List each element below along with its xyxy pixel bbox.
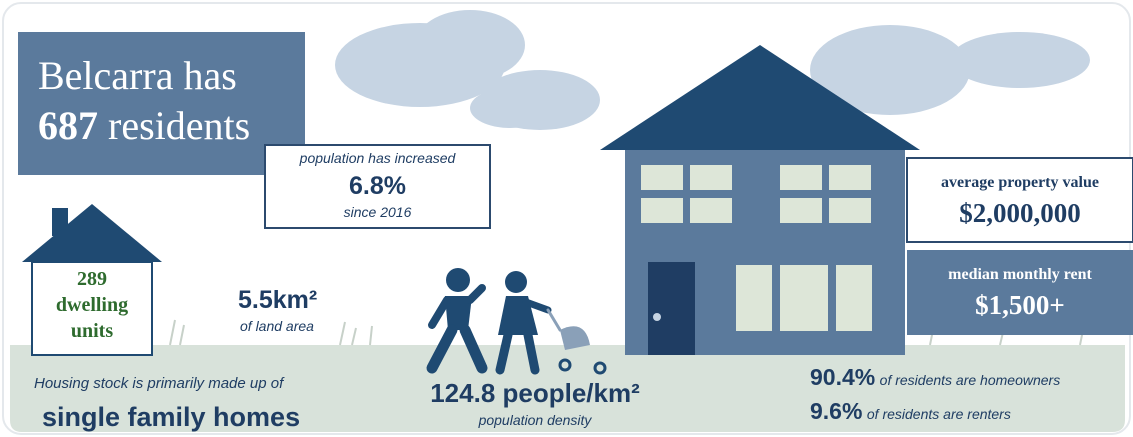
population-label: population has increased — [265, 150, 490, 166]
infographic: Belcarra has 687 residents population ha… — [0, 0, 1133, 437]
tenure-value: 90.4% — [810, 364, 875, 390]
dwelling-text: dwelling — [32, 294, 152, 317]
tenure-value: 9.6% — [810, 398, 862, 424]
rent-label: median monthly rent — [907, 266, 1133, 284]
property-label: average property value — [907, 174, 1133, 192]
tenure-row: 9.6% of residents are renters — [810, 398, 1011, 425]
title-word: residents — [108, 103, 250, 148]
housing-type: single family homes — [42, 402, 300, 433]
rent-value: $1,500+ — [907, 290, 1133, 321]
title-line: 687 residents — [38, 102, 250, 149]
property-value: $2,000,000 — [907, 198, 1133, 229]
housing-intro: Housing stock is primarily made up of — [34, 375, 283, 392]
population-value: 6.8% — [265, 172, 490, 201]
resident-count: 687 — [38, 103, 98, 148]
density-value: 124.8 people/km² — [405, 378, 665, 409]
tenure-label: of residents are renters — [867, 406, 1011, 422]
tenure-row: 90.4% of residents are homeowners — [810, 364, 1060, 391]
population-since: since 2016 — [265, 204, 490, 220]
density-label: population density — [405, 412, 665, 428]
title-line: Belcarra has — [38, 52, 237, 99]
land-label: of land area — [240, 318, 314, 334]
tenure-label: of residents are homeowners — [880, 372, 1061, 388]
dwelling-number: 289 — [32, 268, 152, 291]
dwelling-text: units — [32, 320, 152, 343]
land-value: 5.5km² — [238, 286, 317, 315]
